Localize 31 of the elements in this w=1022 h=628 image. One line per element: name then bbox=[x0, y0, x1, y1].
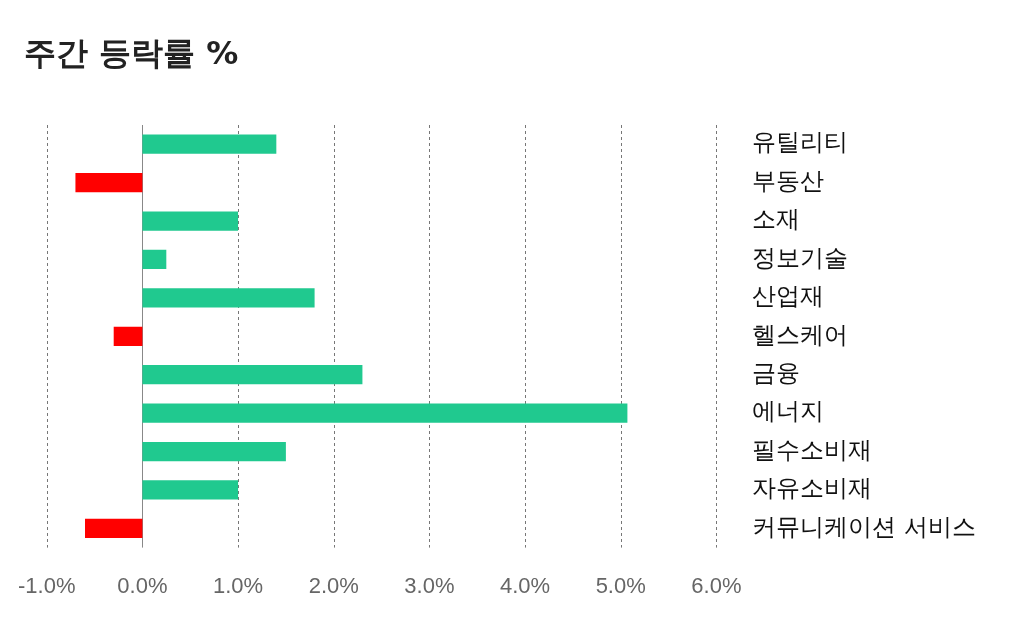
bar bbox=[75, 173, 143, 193]
y-tick-label: 자유소비재 bbox=[752, 474, 873, 503]
x-tick-label: 1.0% bbox=[212, 572, 264, 598]
y-tick-label: 커뮤니케이션 서비스 bbox=[752, 512, 977, 541]
x-tick-label: -1.0% bbox=[17, 572, 76, 598]
bar bbox=[142, 288, 315, 308]
bar bbox=[142, 480, 239, 500]
bar bbox=[142, 249, 167, 270]
y-tick-label: 에너지 bbox=[752, 397, 825, 426]
bar bbox=[113, 326, 143, 346]
bar bbox=[142, 134, 277, 154]
bar bbox=[85, 518, 143, 538]
y-tick-label: 헬스케어 bbox=[752, 320, 849, 349]
x-tick-label: 4.0% bbox=[499, 572, 551, 598]
y-tick-label: 산업재 bbox=[752, 282, 825, 311]
y-tick-label: 필수소비재 bbox=[752, 435, 873, 464]
bar bbox=[142, 403, 628, 423]
bar bbox=[142, 441, 286, 462]
y-tick-label: 유틸리티 bbox=[752, 128, 849, 157]
y-tick-label: 금융 bbox=[752, 358, 801, 387]
x-tick-label: 0.0% bbox=[117, 572, 168, 598]
y-tick-label: 소재 bbox=[752, 205, 801, 234]
x-tick-label: 2.0% bbox=[308, 572, 359, 598]
chart-title: 주간 등락률 % bbox=[24, 33, 239, 74]
bar bbox=[142, 211, 239, 231]
x-tick-label: 3.0% bbox=[404, 572, 455, 598]
x-tick-label: 5.0% bbox=[595, 572, 646, 598]
bar bbox=[142, 365, 363, 385]
y-tick-label: 부동산 bbox=[752, 166, 825, 195]
y-tick-label: 정보기술 bbox=[752, 243, 849, 272]
x-tick-label: 6.0% bbox=[691, 572, 742, 598]
